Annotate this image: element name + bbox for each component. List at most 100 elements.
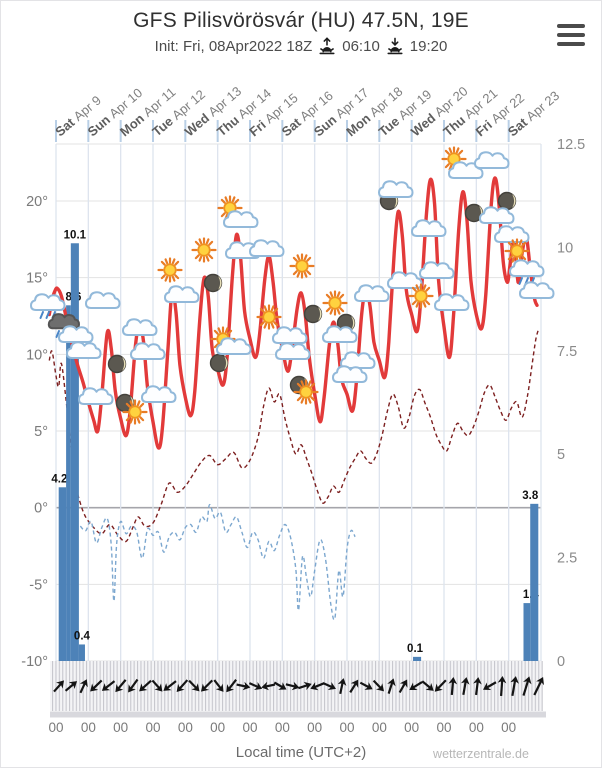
- moon-icon: [209, 353, 229, 373]
- wind-arrow: [434, 679, 447, 692]
- wind-arrow: [372, 679, 385, 692]
- sun-icon: [256, 304, 282, 330]
- precip-value-label: 10.1: [64, 229, 87, 241]
- cloud-icon: [474, 151, 510, 169]
- wind-arrow: [79, 679, 88, 694]
- moon-icon: [203, 273, 223, 293]
- wind-arrow: [115, 679, 127, 693]
- precip-bar: [413, 656, 422, 661]
- wind-arrow: [409, 681, 423, 690]
- wind-arrow: [139, 679, 152, 692]
- wind-arrow: [349, 679, 359, 693]
- wind-arrow: [188, 679, 200, 692]
- wind-arrow: [337, 678, 347, 695]
- hour-label: 00: [501, 720, 516, 735]
- wind-arrow: [200, 679, 214, 692]
- cloud-icon: [58, 325, 94, 343]
- cloud-icon: [164, 285, 200, 303]
- sun-icon: [293, 379, 319, 405]
- wind-arrow: [421, 680, 434, 691]
- wind-arrow: [460, 677, 470, 696]
- precip-tick-label: 2.5: [557, 551, 577, 567]
- sunrise-time: 06:10: [342, 37, 380, 55]
- wind-arrow: [483, 681, 497, 691]
- wind-arrow: [273, 681, 287, 690]
- hour-label: 00: [81, 720, 96, 735]
- sun-icon: [289, 253, 315, 279]
- sun-icon: [191, 237, 217, 263]
- sun-icon: [408, 283, 434, 309]
- temp-axis-labels: 20° 15° 10° 5° 0° -5° -10°: [21, 194, 48, 670]
- temp-tick-label: -10°: [21, 654, 48, 670]
- hamburger-bar: [557, 33, 585, 37]
- temp850-dashed-line: [48, 329, 539, 543]
- wind-arrow: [213, 679, 224, 692]
- moon-icon: [107, 354, 127, 374]
- precip-value-label: 4.2: [51, 473, 67, 485]
- temp-tick-label: 20°: [26, 194, 48, 210]
- hour-label: 00: [404, 720, 419, 735]
- cloud-icon: [66, 341, 102, 359]
- wind-arrow: [387, 678, 396, 694]
- precip-tick-label: 0: [557, 654, 565, 670]
- cloud-icon: [85, 291, 121, 309]
- wind-arrow: [497, 676, 507, 697]
- precip-bar: [70, 243, 79, 661]
- precip-axis-labels: 12.5 10 7.5 5 2.5 0: [557, 137, 585, 670]
- precip-value-label: 0.4: [74, 630, 91, 642]
- wind-arrows: [53, 676, 544, 697]
- wind-arrow: [522, 676, 532, 696]
- sun-icon: [322, 290, 348, 316]
- cloud-icon: [78, 387, 114, 405]
- wind-arrow: [359, 681, 373, 690]
- hour-labels: 00 00 00 00 00 00 00 00 00 00 00 00 00 00 00: [48, 720, 516, 735]
- sun-icon: [122, 399, 148, 425]
- wind-arrow: [236, 681, 251, 691]
- precip-bar: [58, 487, 67, 661]
- cloud-icon: [122, 318, 158, 336]
- cloud-icon: [216, 337, 252, 355]
- hamburger-bar: [557, 24, 585, 28]
- hour-label: 00: [339, 720, 354, 735]
- raincloud-icon: [510, 260, 544, 284]
- hamburger-menu-button[interactable]: [557, 24, 585, 46]
- wind-arrow: [398, 679, 408, 694]
- precip-bar: [523, 603, 531, 661]
- cloud-icon: [434, 293, 470, 311]
- wind-arrow: [53, 680, 65, 693]
- wind-arrow: [285, 681, 300, 691]
- moon-icon: [497, 191, 517, 211]
- wind-arrow: [510, 676, 519, 697]
- cloud-icon: [419, 261, 455, 279]
- hamburger-bar: [557, 42, 585, 46]
- hour-label: 00: [242, 720, 257, 735]
- precip-bar: [66, 305, 71, 661]
- wind-arrow: [64, 681, 78, 692]
- hour-label: 00: [178, 720, 193, 735]
- hour-label: 00: [436, 720, 451, 735]
- wind-arrow: [298, 681, 312, 691]
- hour-label: 00: [113, 720, 128, 735]
- cloud-icon: [272, 326, 308, 344]
- sun-icon: [504, 238, 530, 264]
- precip-value-label: 0.1: [407, 643, 424, 655]
- temp-tick-label: 0°: [34, 501, 48, 517]
- cloud-icon: [494, 225, 530, 243]
- wind-arrow: [322, 681, 336, 691]
- wind-arrow: [128, 678, 139, 693]
- moon-icon: [303, 304, 323, 324]
- weather-icons: [31, 146, 555, 425]
- wind-arrow: [90, 679, 103, 692]
- watermark: wetterzentrale.de: [433, 747, 529, 761]
- precip-bar: [530, 503, 539, 661]
- hour-label: 00: [469, 720, 484, 735]
- temp-tick-label: -5°: [29, 577, 48, 593]
- temp-tick-label: 5°: [34, 424, 48, 440]
- hour-label: 00: [48, 720, 63, 735]
- wind-arrow: [310, 682, 325, 691]
- sun-icon: [157, 257, 183, 283]
- x-axis-title: Local time (UTC+2): [235, 744, 367, 761]
- wind-arrow: [163, 680, 177, 691]
